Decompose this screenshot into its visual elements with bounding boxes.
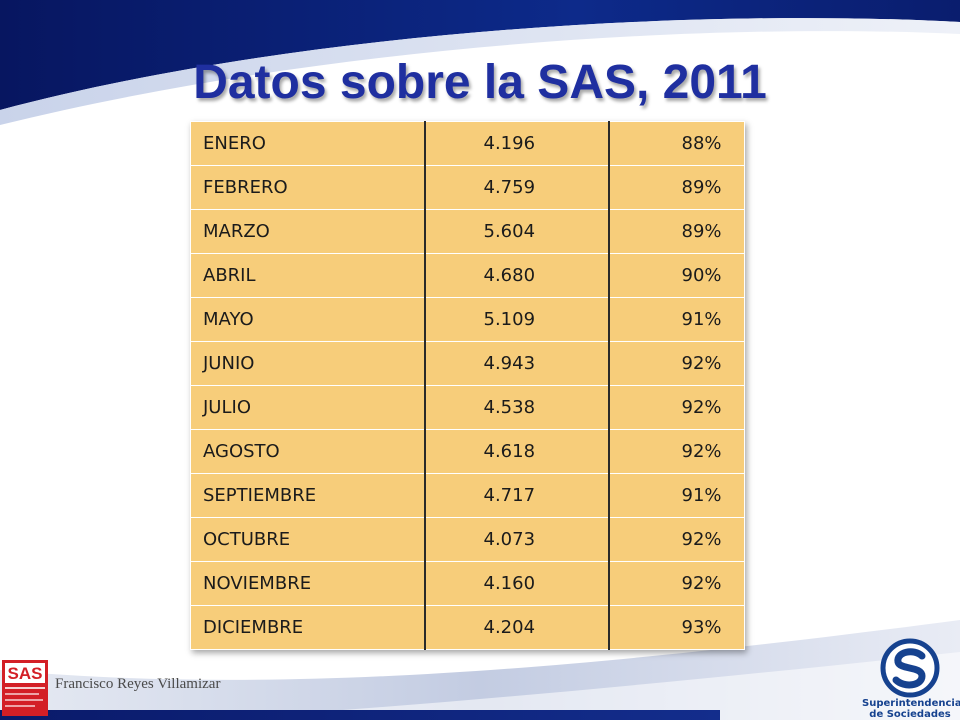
value-cell: 4.943 [423,341,609,386]
percent-cell: 89% [607,209,745,254]
table-row: ENERO 4.196 88% [190,121,745,166]
month-cell: FEBRERO [190,165,425,210]
month-cell: AGOSTO [190,429,425,474]
month-cell: ENERO [190,121,425,166]
value-cell: 4.618 [423,429,609,474]
percent-cell: 91% [607,297,745,342]
value-cell: 4.680 [423,253,609,298]
table-row: FEBRERO 4.759 89% [190,165,745,210]
sas-logo: SAS [2,660,48,716]
month-cell: SEPTIEMBRE [190,473,425,518]
percent-cell: 89% [607,165,745,210]
super-logo-line1: Superintendencia [862,698,960,709]
month-cell: JULIO [190,385,425,430]
table-row: JULIO 4.538 92% [190,385,745,430]
value-cell: 5.109 [423,297,609,342]
percent-cell: 92% [607,385,745,430]
table-row: SEPTIEMBRE 4.717 91% [190,473,745,518]
table-row: JUNIO 4.943 92% [190,341,745,386]
percent-cell: 92% [607,429,745,474]
value-cell: 4.759 [423,165,609,210]
value-cell: 4.538 [423,385,609,430]
super-logo-line2: de Sociedades [869,709,951,720]
table-row: AGOSTO 4.618 92% [190,429,745,474]
value-cell: 4.204 [423,605,609,650]
percent-cell: 92% [607,561,745,606]
month-cell: MARZO [190,209,425,254]
percent-cell: 90% [607,253,745,298]
table-row: OCTUBRE 4.073 92% [190,517,745,562]
monthly-data-table: ENERO 4.196 88% FEBRERO 4.759 89% MARZO 5.604 89… [190,121,745,650]
percent-cell: 93% [607,605,745,650]
month-cell: DICIEMBRE [190,605,425,650]
table-row: DICIEMBRE 4.204 93% [190,605,745,650]
value-cell: 5.604 [423,209,609,254]
table-row: MAYO 5.109 91% [190,297,745,342]
month-cell: ABRIL [190,253,425,298]
header-swoosh [0,0,960,130]
month-cell: MAYO [190,297,425,342]
value-cell: 4.073 [423,517,609,562]
month-cell: OCTUBRE [190,517,425,562]
value-cell: 4.196 [423,121,609,166]
value-cell: 4.717 [423,473,609,518]
footer-author: Francisco Reyes Villamizar [55,676,221,692]
value-cell: 4.160 [423,561,609,606]
table-row: ABRIL 4.680 90% [190,253,745,298]
slide-title: Datos sobre la SAS, 2011 [193,56,767,109]
month-cell: JUNIO [190,341,425,386]
table-row: MARZO 5.604 89% [190,209,745,254]
month-cell: NOVIEMBRE [190,561,425,606]
percent-cell: 92% [607,517,745,562]
superintendencia-logo: Superintendencia de Sociedades [862,638,960,720]
percent-cell: 92% [607,341,745,386]
percent-cell: 91% [607,473,745,518]
table-row: NOVIEMBRE 4.160 92% [190,561,745,606]
percent-cell: 88% [607,121,745,166]
footer-swoosh [0,600,960,720]
svg-text:SAS: SAS [8,664,43,683]
